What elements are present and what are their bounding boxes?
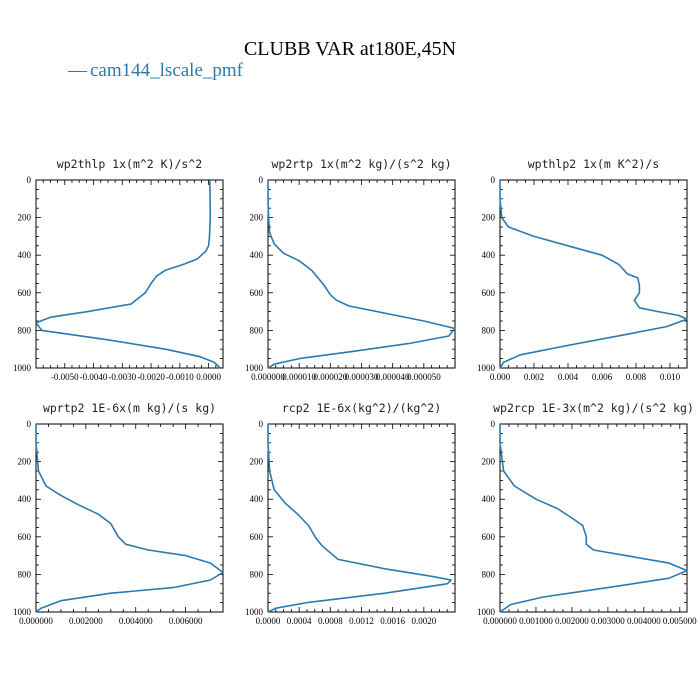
y-tick-label: 600 — [18, 532, 32, 542]
legend: — cam144_lscale_pmf — [67, 60, 244, 81]
y-tick-label: 400 — [18, 494, 32, 504]
y-tick-label: 600 — [250, 532, 264, 542]
chart-title: wp2thlp 1x(m^2 K)/s^2 — [57, 157, 202, 171]
chart-title: wprtp2 1E-6x(m kg)/(s kg) — [43, 401, 216, 415]
chart-panel-5: rcp2 1E-6x(kg^2)/(kg^2) 0 200 400 600 800 1000… — [245, 401, 456, 626]
plot-frame — [499, 423, 688, 613]
x-tick-label: -0.0040 — [80, 372, 108, 382]
y-tick-label: 400 — [482, 494, 496, 504]
chart-title: wp2rcp 1E-3x(m^2 kg)/(s^2 kg) — [493, 401, 694, 415]
x-tick-label: 0.001000 — [519, 616, 553, 626]
y-tick-label: 200 — [18, 457, 32, 467]
x-tick-label: -0.0010 — [166, 372, 194, 382]
chart-panel-2: wp2rtp 1x(m^2 kg)/(s^2 kg) 0 200 400 600 800 1… — [245, 157, 456, 382]
chart-title: wp2rtp 1x(m^2 kg)/(s^2 kg) — [271, 157, 451, 171]
x-tick-label: 0.002000 — [555, 616, 589, 626]
panels: wp2thlp 1x(m^2 K)/s^2 0 200 400 600 800 1000 -0… — [13, 157, 697, 626]
x-tick-label: 0.004000 — [119, 616, 153, 626]
y-tick-label: 800 — [250, 325, 264, 335]
y-tick-label: 400 — [250, 494, 264, 504]
chart-title: rcp2 1E-6x(kg^2)/(kg^2) — [282, 401, 441, 415]
x-tick-label: 0.000030 — [345, 372, 379, 382]
x-tick-label: 0.000040 — [376, 372, 410, 382]
plot-frame — [35, 179, 224, 369]
y-tick-label: 800 — [18, 325, 32, 335]
x-tick-label: 0.002000 — [69, 616, 103, 626]
x-tick-label: 0.000000 — [19, 616, 53, 626]
y-tick-label: 800 — [482, 325, 496, 335]
chart-panel-4: wprtp2 1E-6x(m kg)/(s kg) 0 200 400 600 800 10… — [13, 401, 224, 626]
y-tick-label: 200 — [482, 213, 496, 223]
y-tick-label: 600 — [482, 288, 496, 298]
x-tick-label: 0.005000 — [663, 616, 697, 626]
x-tick-label: 0.000 — [490, 372, 511, 382]
series-line — [267, 180, 456, 369]
y-tick-label: 800 — [482, 569, 496, 579]
x-tick-label: 0.004000 — [627, 616, 661, 626]
y-tick-label: 1000 — [477, 363, 496, 373]
x-tick-label: 0.000000 — [251, 372, 285, 382]
y-tick-label: 0 — [491, 175, 496, 185]
x-tick-label: 0.0008 — [318, 616, 343, 626]
x-tick-label: 0.0004 — [287, 616, 312, 626]
x-tick-label: -0.0050 — [51, 372, 79, 382]
figure-title: CLUBB VAR at180E,45N — [244, 38, 456, 60]
chart-panel-1: wp2thlp 1x(m^2 K)/s^2 0 200 400 600 800 1000 -0… — [13, 157, 224, 382]
x-tick-label: 0.000010 — [282, 372, 316, 382]
x-tick-label: 0.006000 — [169, 616, 203, 626]
x-tick-label: 0.003000 — [591, 616, 625, 626]
y-tick-label: 200 — [250, 457, 264, 467]
legend-line-icon: — — [67, 60, 88, 81]
x-tick-label: 0.002 — [524, 372, 544, 382]
y-tick-label: 600 — [250, 288, 264, 298]
y-tick-label: 1000 — [477, 607, 496, 617]
y-tick-label: 800 — [250, 569, 264, 579]
x-tick-label: -0.0020 — [137, 372, 165, 382]
series-line — [499, 424, 688, 613]
series-line — [35, 424, 224, 613]
y-tick-label: 1000 — [245, 363, 264, 373]
y-tick-label: 200 — [18, 213, 32, 223]
y-tick-label: 400 — [482, 250, 496, 260]
chart-panel-3: wpthlp2 1x(m K^2)/s020040060080010000.00… — [477, 157, 688, 382]
x-tick-label: 0.000000 — [483, 616, 517, 626]
y-tick-label: 200 — [482, 457, 496, 467]
series-line — [35, 179, 221, 369]
y-tick-label: 600 — [482, 532, 496, 542]
x-tick-label: 0.0012 — [349, 616, 374, 626]
x-tick-label: 0.0000 — [196, 372, 221, 382]
x-tick-label: 0.0020 — [411, 616, 436, 626]
y-tick-label: 1000 — [245, 607, 264, 617]
x-tick-label: 0.008 — [626, 372, 647, 382]
y-tick-label: 600 — [18, 288, 32, 298]
plot-frame — [267, 423, 456, 613]
x-tick-label: 0.0016 — [380, 616, 405, 626]
x-tick-label: 0.010 — [660, 372, 681, 382]
x-tick-label: 0.000020 — [313, 372, 347, 382]
y-tick-label: 0 — [27, 175, 32, 185]
x-tick-label: -0.0030 — [108, 372, 136, 382]
chart-title: wpthlp2 1x(m K^2)/s — [528, 157, 660, 171]
series-line — [267, 424, 452, 613]
y-tick-label: 0 — [259, 175, 264, 185]
x-tick-label: 0.006 — [592, 372, 613, 382]
y-tick-label: 400 — [250, 250, 264, 260]
y-tick-label: 0 — [259, 419, 264, 429]
x-tick-label: 0.000050 — [407, 372, 441, 382]
y-tick-label: 0 — [27, 419, 32, 429]
y-tick-label: 0 — [491, 419, 496, 429]
y-tick-label: 1000 — [13, 363, 32, 373]
chart-panel-6: wp2rcp 1E-3x(m^2 kg)/(s^2 kg) 0 200 400 600 8… — [477, 401, 697, 626]
x-tick-label: 0.004 — [558, 372, 579, 382]
series-line — [499, 180, 688, 369]
legend-label: cam144_lscale_pmf — [90, 60, 244, 81]
x-tick-label: 0.0000 — [256, 616, 281, 626]
y-tick-label: 800 — [18, 569, 32, 579]
y-tick-label: 1000 — [13, 607, 32, 617]
y-tick-label: 400 — [18, 250, 32, 260]
y-tick-label: 200 — [250, 213, 264, 223]
